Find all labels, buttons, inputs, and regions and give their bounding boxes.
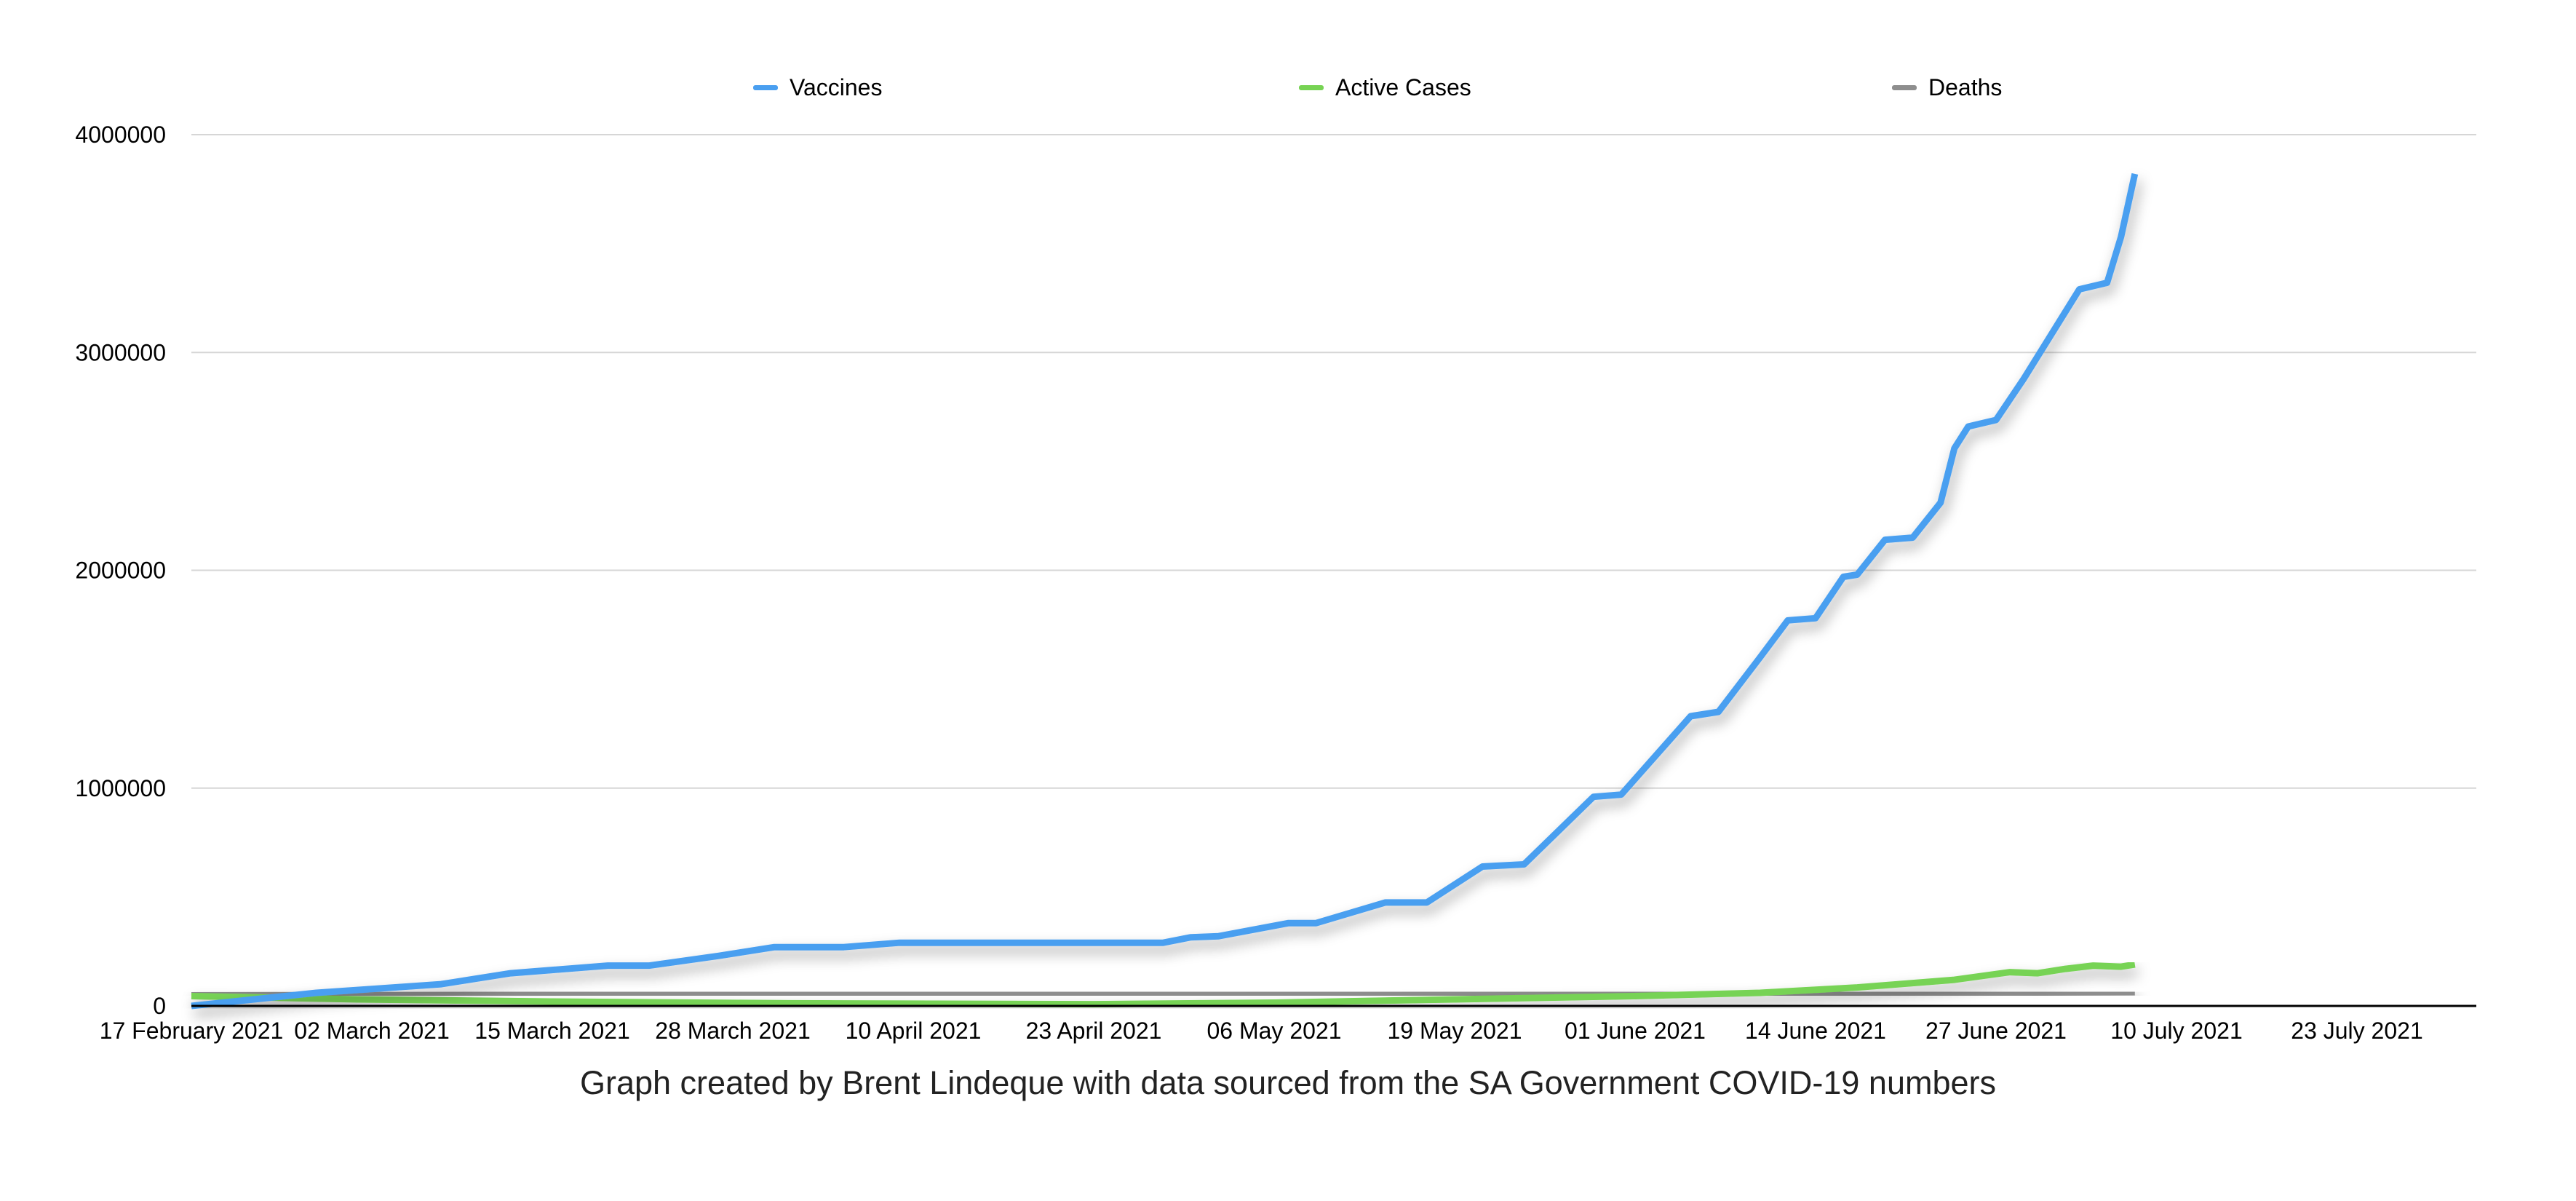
x-tick-label: 06 May 2021: [1206, 1018, 1341, 1044]
x-tick-label: 01 June 2021: [1565, 1018, 1706, 1044]
y-axis-ticks: 0 1000000 2000000 3000000 4000000: [75, 122, 166, 1019]
legend-label: Active Cases: [1335, 74, 1471, 100]
y-tick-label: 0: [153, 993, 166, 1019]
series-line-vaccines: [191, 173, 2139, 1010]
legend-vaccines: Vaccines: [753, 74, 882, 101]
x-tick-label: 19 May 2021: [1387, 1018, 1522, 1044]
y-tick-label: 1000000: [75, 775, 166, 801]
vaccines-swatch: [753, 85, 778, 90]
x-tick-label: 10 July 2021: [2110, 1018, 2242, 1044]
x-tick-label: 15 March 2021: [474, 1018, 629, 1044]
x-tick-label: 14 June 2021: [1745, 1018, 1886, 1044]
legend-label: Deaths: [1928, 74, 2003, 100]
series-line-active-cases: [191, 961, 2136, 1008]
deaths-swatch: [1892, 85, 1917, 90]
x-tick-label: 27 June 2021: [1925, 1018, 2067, 1044]
x-tick-label: 02 March 2021: [294, 1018, 449, 1044]
legend-deaths: Deaths: [1892, 74, 2002, 101]
legend-active-cases: Active Cases: [1299, 74, 1471, 101]
gridlines: [191, 134, 2476, 789]
x-tick-label: 17 February 2021: [100, 1018, 284, 1044]
y-tick-label: 4000000: [75, 122, 166, 148]
chart-caption: Graph created by Brent Lindeque with dat…: [579, 1064, 1996, 1101]
y-tick-label: 2000000: [75, 558, 166, 584]
x-tick-label: 10 April 2021: [846, 1018, 982, 1044]
x-axis-ticks: 17 February 2021 02 March 2021 15 March 20…: [100, 1018, 2423, 1044]
series-line-deaths: [191, 988, 2135, 999]
x-tick-label: 28 March 2021: [655, 1018, 810, 1044]
x-tick-label: 23 July 2021: [2291, 1018, 2422, 1044]
x-tick-label: 23 April 2021: [1026, 1018, 1162, 1044]
legend-label: Vaccines: [790, 74, 883, 100]
series-lines: [191, 173, 2139, 1010]
y-tick-label: 3000000: [75, 339, 166, 365]
active-cases-swatch: [1299, 85, 1324, 90]
